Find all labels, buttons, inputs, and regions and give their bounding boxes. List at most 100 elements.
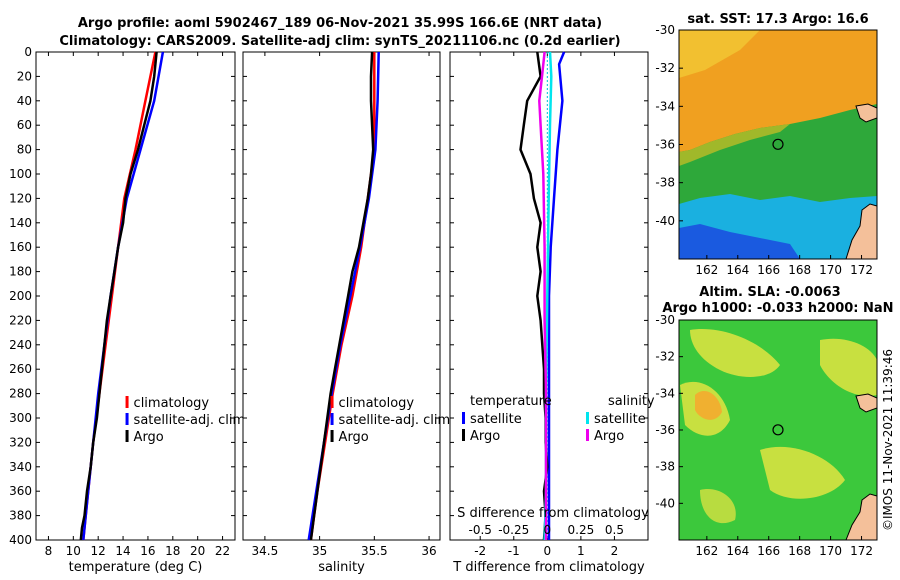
x-tick-label: 22: [215, 544, 230, 558]
legend-swatch: [462, 412, 465, 424]
x-tick-label: 14: [115, 544, 130, 558]
sla-map-image: [679, 320, 877, 540]
y-tick-label: 80: [17, 143, 32, 157]
y-tick-label: 240: [9, 338, 32, 352]
map-x-tick-label: 162: [695, 263, 718, 277]
y-tick-label: 300: [9, 411, 32, 425]
legend-swatch: [125, 413, 129, 425]
x-tick-label: -2: [474, 544, 486, 558]
map-x-tick-label: 170: [819, 544, 842, 558]
x-tick-label: 12: [91, 544, 106, 558]
legend-swatch: [125, 430, 129, 442]
y-tick-label: 340: [9, 460, 32, 474]
y-tick-label: 140: [9, 216, 32, 230]
sst-map-title: sat. SST: 17.3 Argo: 16.6: [687, 12, 868, 27]
sla-land: [845, 393, 877, 540]
legend-swatch: [462, 429, 465, 441]
map-y-tick-label: -38: [655, 176, 675, 190]
legend-label: satellite-adj. clim: [339, 413, 451, 428]
map-x-tick-label: 166: [757, 263, 780, 277]
legend-swatch: [330, 413, 334, 425]
salinity-profile-frame: [242, 51, 441, 541]
map-x-tick-label: 166: [757, 544, 780, 558]
legend-label: climatology: [134, 396, 210, 411]
map-y-tick-label: -32: [655, 61, 675, 75]
difference-panel: -2 -1 0 1 2 T difference from climatology temp…: [449, 51, 655, 575]
map-x-tick-label: 172: [850, 544, 873, 558]
map-y-tick-label: -36: [655, 138, 675, 152]
sst-warm-region: [679, 30, 877, 152]
sst-map-image: [679, 30, 877, 259]
sst-map-axes: 162 164 166 168 170 172 -30 -32 -34 -36 -38 -40: [655, 23, 873, 277]
map-x-tick-label: 168: [788, 263, 811, 277]
sla-orange: [695, 391, 722, 420]
figure-title-line1: Argo profile: aoml 5902467_189 06-Nov-20…: [78, 16, 602, 31]
x-tick-label: -1: [508, 544, 520, 558]
y-tick-label: 0: [24, 45, 32, 59]
map-x-tick-label: 162: [695, 544, 718, 558]
map-y-tick-label: -32: [655, 350, 675, 364]
map-x-tick-label: 170: [819, 263, 842, 277]
y-tick-label: 60: [17, 118, 32, 132]
y-tick-label: 20: [17, 69, 32, 83]
y-tick-label: 120: [9, 191, 32, 205]
x-tick-label: 0: [544, 544, 552, 558]
map-y-tick-label: -38: [655, 460, 675, 474]
series-s-argo: [538, 51, 548, 540]
y-tick-label: 40: [17, 94, 32, 108]
legend-swatch: [586, 429, 589, 441]
x-tick-label: 2: [611, 544, 619, 558]
sla-yellow-1: [690, 329, 780, 377]
map-y-tick-label: -30: [655, 23, 675, 37]
sla-map-axes: 162 164 166 168 170 172 -30 -32 -34 -36 -38 -40: [655, 313, 873, 558]
sla-map-title-line2: Argo h1000: -0.033 h2000: NaN: [662, 301, 893, 316]
y-tick-label: 360: [9, 484, 32, 498]
sla-yellow-3: [760, 446, 845, 499]
legend-label: Argo: [470, 429, 500, 444]
temperature-panel: 0 20 40 60 80 100 120 140 160 180 200 220 240 260 280 3…: [9, 45, 245, 575]
x-tick-label: 10: [66, 544, 81, 558]
x-tick-label: 35.5: [361, 544, 388, 558]
legend-label: satellite-adj. clim: [134, 413, 246, 428]
s-tick-label: 0.5: [605, 523, 624, 537]
y-tick-label: 400: [9, 533, 32, 547]
map-x-tick-label: 164: [726, 263, 749, 277]
sst-transition-band: [679, 124, 790, 166]
y-tick-label: 160: [9, 240, 32, 254]
x-tick-label: 34.5: [252, 544, 279, 558]
y-tick-label: 200: [9, 289, 32, 303]
legend-label: climatology: [339, 396, 415, 411]
x-tick-label: 16: [140, 544, 155, 558]
map-y-tick-label: -30: [655, 313, 675, 327]
x-axis-label: T difference from climatology: [452, 560, 645, 575]
sla-yellow-5: [700, 489, 736, 524]
s-tick-label: -0.25: [498, 523, 529, 537]
map-y-tick-label: -40: [655, 496, 675, 510]
temperature-profile-frame: [35, 51, 236, 541]
x-tick-label: 36: [421, 544, 436, 558]
x-axis-label: temperature (deg C): [69, 560, 203, 575]
series-t-satellite: [547, 51, 566, 540]
y-tick-label: 180: [9, 265, 32, 279]
legend-label: Argo: [339, 430, 369, 445]
map-y-tick-label: -34: [655, 99, 675, 113]
legend-swatch: [330, 396, 334, 408]
y-tick-label: 220: [9, 313, 32, 327]
legend-swatch: [586, 412, 589, 424]
imos-credit: ©IMOS 11-Nov-2021 11:39:46: [881, 349, 895, 531]
legend-label: Argo: [594, 429, 624, 444]
y-tick-label: 260: [9, 362, 32, 376]
sla-map-title-line1: Altim. SLA: -0.0063: [699, 285, 840, 300]
x-tick-label: 35: [312, 544, 327, 558]
s-axis-label: S difference from climatology: [457, 506, 649, 521]
sst-argo-marker: [772, 138, 784, 150]
x-tick-label: 18: [165, 544, 180, 558]
series-argo: [309, 51, 375, 541]
y-tick-label: 320: [9, 435, 32, 449]
map-y-tick-label: -36: [655, 423, 675, 437]
sla-argo-marker: [772, 424, 784, 436]
legend-title-salinity: salinity: [608, 394, 655, 409]
y-tick-label: 280: [9, 387, 32, 401]
legend-title-temperature: temperature: [470, 394, 552, 409]
y-tick-label: 380: [9, 509, 32, 523]
